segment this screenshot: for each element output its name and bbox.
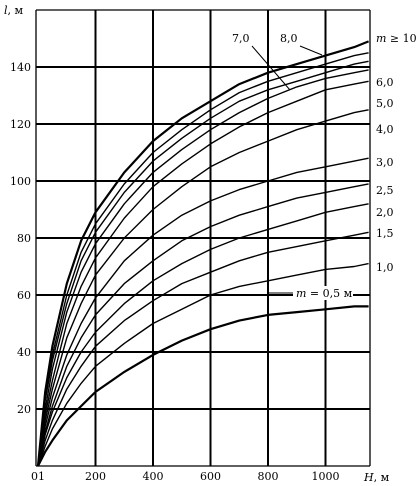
curve-11 xyxy=(37,305,369,467)
series-label-11: m = 0,5 м xyxy=(296,287,353,300)
series-label-5: 4,0 xyxy=(376,123,394,136)
series-label-bg xyxy=(293,286,353,300)
x-tick-label-600: 600 xyxy=(200,470,221,483)
x-tick-label-800: 800 xyxy=(258,470,279,483)
curve-0 xyxy=(36,40,370,467)
curve-4 xyxy=(37,80,369,467)
y-tick-label-100: 100 xyxy=(10,175,31,188)
series-label-4: 5,0 xyxy=(376,97,394,110)
y-tick-label-20: 20 xyxy=(17,403,31,416)
curve-1 xyxy=(37,52,369,467)
y-axis-unit: , м xyxy=(8,4,24,17)
y-tick-label-80: 80 xyxy=(17,232,31,245)
series-label-7: 2,5 xyxy=(376,184,394,197)
series-label-1: 8,0 xyxy=(280,32,298,45)
series-label-9: 1,5 xyxy=(376,227,394,240)
series-label-2: 7,0 xyxy=(232,32,250,45)
x-axis-symbol: H xyxy=(363,471,374,484)
series-label-10: 1,0 xyxy=(376,261,394,274)
axes xyxy=(35,9,371,467)
x-tick-label-400: 400 xyxy=(143,470,164,483)
curve-6 xyxy=(37,157,369,467)
curve-2 xyxy=(37,60,369,467)
y-tick-label-60: 60 xyxy=(17,289,31,302)
series-label-3: 6,0 xyxy=(376,76,394,89)
y-tick-label-120: 120 xyxy=(10,118,31,131)
x-axis-unit: , м xyxy=(374,471,390,484)
curve-7 xyxy=(37,183,369,467)
curves xyxy=(36,40,370,467)
y-axis-symbol: l xyxy=(4,4,8,17)
y-axis-label: l, м xyxy=(4,4,24,17)
x-tick-label-200: 200 xyxy=(85,470,106,483)
curve-9 xyxy=(37,231,369,467)
x-axis-label: H, м xyxy=(363,471,390,484)
series-label-0: m ≥ 10 xyxy=(376,32,416,45)
series-labels: m ≥ 10 6,0 5,0 4,0 3,0 2,5 2,0 1,5 1,0 7,0 8,0 m = … xyxy=(232,32,416,300)
pointer-8-0 xyxy=(299,45,323,56)
series-label-6: 3,0 xyxy=(376,156,394,169)
tick-labels: 01 200 400 600 800 1000 20 40 60 80 100 120 140 xyxy=(10,61,340,483)
curve-3 xyxy=(37,69,369,467)
pointer-7-0 xyxy=(251,45,291,91)
series-label-8: 2,0 xyxy=(376,206,394,219)
curve-10 xyxy=(37,262,369,467)
x-tick-label-0: 01 xyxy=(31,470,45,483)
y-tick-label-40: 40 xyxy=(17,346,31,359)
x-tick-label-1000: 1000 xyxy=(312,470,340,483)
curve-5 xyxy=(37,109,369,467)
y-tick-label-140: 140 xyxy=(10,61,31,74)
curve-8 xyxy=(37,203,369,467)
